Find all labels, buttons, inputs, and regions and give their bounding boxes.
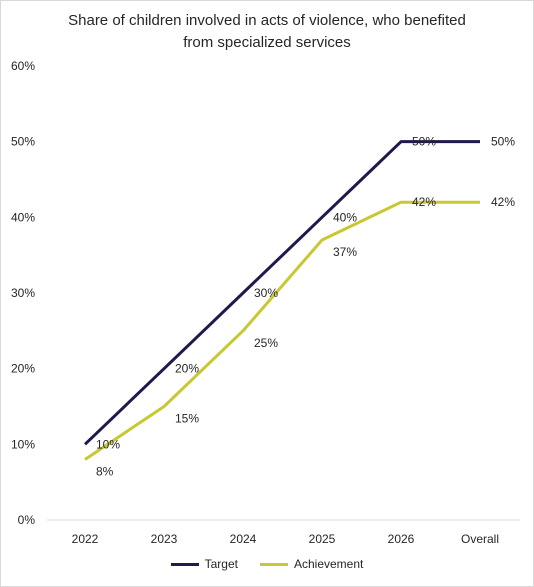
data-label-achievement: 42% bbox=[491, 195, 515, 209]
y-tick-label: 20% bbox=[11, 362, 35, 376]
data-labels: 10% 20% 30% 40% 50% 50% 8% 15% 25% 37% 42% 42% bbox=[96, 135, 515, 479]
data-label-target: 10% bbox=[96, 437, 120, 451]
series-line-target bbox=[83, 140, 480, 446]
chart-title: Share of children involved in acts of vi… bbox=[0, 10, 534, 54]
x-tick-label: 2025 bbox=[309, 532, 336, 546]
chart-title-line-1: Share of children involved in acts of vi… bbox=[68, 12, 466, 29]
legend-label-achievement: Achievement bbox=[293, 557, 364, 571]
legend-item-achievement: Achievement bbox=[259, 557, 364, 571]
data-label-target: 20% bbox=[175, 362, 199, 376]
data-label-achievement: 37% bbox=[333, 245, 357, 259]
series-line-achievement bbox=[84, 200, 480, 461]
legend-swatch-target bbox=[170, 562, 199, 566]
legend-item-target: Target bbox=[170, 557, 238, 571]
data-label-target: 50% bbox=[412, 135, 436, 149]
legend-swatch-achievement bbox=[259, 562, 288, 566]
data-label-target: 40% bbox=[333, 210, 357, 224]
x-tick-label: 2024 bbox=[230, 532, 257, 546]
x-tick-label: Overall bbox=[461, 532, 499, 546]
y-tick-label: 50% bbox=[11, 135, 35, 149]
y-axis-ticks: 0% 10% 20% 30% 40% 50% 60% bbox=[11, 59, 35, 527]
x-tick-label: 2026 bbox=[388, 532, 415, 546]
series-lines bbox=[83, 140, 480, 461]
data-label-achievement: 42% bbox=[412, 195, 436, 209]
x-tick-label: 2023 bbox=[151, 532, 178, 546]
y-tick-label: 0% bbox=[18, 513, 36, 527]
legend-label-target: Target bbox=[204, 557, 238, 571]
chart-title-line-2: from specialized services bbox=[183, 34, 351, 51]
data-label-achievement: 25% bbox=[254, 336, 278, 350]
data-label-achievement: 8% bbox=[96, 464, 114, 478]
y-tick-label: 10% bbox=[11, 437, 35, 451]
y-tick-label: 30% bbox=[11, 286, 35, 300]
y-tick-label: 60% bbox=[11, 59, 35, 73]
data-label-target: 30% bbox=[254, 286, 278, 300]
x-tick-label: 2022 bbox=[72, 532, 99, 546]
x-axis-ticks: 2022 2023 2024 2025 2026 Overall bbox=[72, 532, 499, 546]
y-tick-label: 40% bbox=[11, 210, 35, 224]
legend: Target Achievement bbox=[0, 557, 534, 571]
data-label-achievement: 15% bbox=[175, 412, 199, 426]
data-label-target: 50% bbox=[491, 135, 515, 149]
